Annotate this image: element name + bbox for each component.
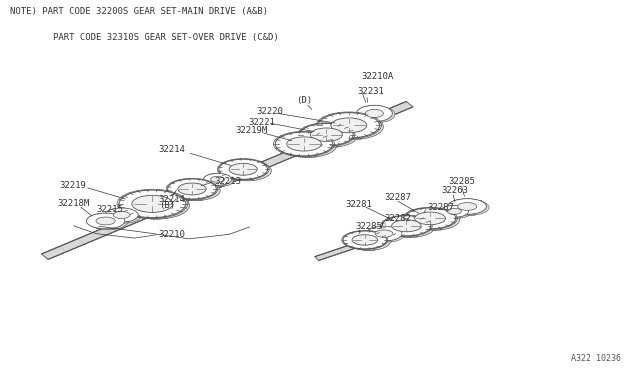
Ellipse shape (300, 124, 353, 146)
Polygon shape (382, 216, 418, 237)
Ellipse shape (366, 226, 402, 241)
Text: 32282: 32282 (384, 214, 411, 223)
Text: 32213: 32213 (214, 177, 241, 186)
Ellipse shape (415, 212, 445, 225)
Text: 32210A: 32210A (362, 72, 394, 81)
Ellipse shape (447, 208, 461, 214)
Text: 32214: 32214 (159, 145, 186, 154)
Ellipse shape (352, 235, 378, 245)
Ellipse shape (356, 105, 392, 122)
Ellipse shape (119, 190, 186, 218)
Polygon shape (219, 159, 255, 181)
Ellipse shape (113, 211, 130, 218)
Ellipse shape (287, 137, 321, 151)
Text: 32263: 32263 (442, 186, 468, 195)
Polygon shape (300, 124, 339, 147)
Ellipse shape (303, 125, 357, 147)
Ellipse shape (451, 200, 489, 215)
Polygon shape (204, 173, 225, 186)
Ellipse shape (347, 232, 390, 250)
Text: NOTE) PART CODE 32200S GEAR SET-MAIN DRIVE (A&B): NOTE) PART CODE 32200S GEAR SET-MAIN DRI… (10, 7, 268, 16)
Polygon shape (275, 132, 317, 157)
Ellipse shape (123, 192, 189, 219)
Text: 32231: 32231 (357, 87, 384, 96)
Text: 32285: 32285 (448, 177, 475, 186)
Text: PART CODE 32310S GEAR SET-OVER DRIVE (C&D): PART CODE 32310S GEAR SET-OVER DRIVE (C&… (10, 33, 278, 42)
Polygon shape (105, 208, 129, 223)
Ellipse shape (359, 106, 395, 123)
Polygon shape (366, 226, 392, 242)
Ellipse shape (382, 216, 431, 236)
Text: 32220: 32220 (256, 107, 283, 116)
Ellipse shape (275, 132, 333, 156)
Ellipse shape (322, 114, 383, 140)
Ellipse shape (105, 208, 138, 222)
Text: 32210: 32210 (159, 230, 186, 239)
Ellipse shape (204, 173, 232, 185)
Text: 32287: 32287 (384, 193, 411, 202)
Polygon shape (42, 102, 413, 259)
Ellipse shape (178, 183, 206, 195)
Ellipse shape (386, 217, 435, 237)
Ellipse shape (279, 134, 337, 157)
Ellipse shape (132, 195, 173, 212)
Text: 32219: 32219 (60, 182, 86, 190)
Ellipse shape (172, 180, 220, 201)
Ellipse shape (375, 230, 393, 237)
Ellipse shape (219, 159, 268, 179)
Ellipse shape (108, 209, 141, 223)
Ellipse shape (86, 213, 125, 229)
Polygon shape (168, 179, 204, 201)
Polygon shape (404, 208, 442, 230)
Ellipse shape (206, 174, 234, 186)
Polygon shape (119, 190, 166, 219)
Text: A322 10236: A322 10236 (571, 354, 621, 363)
Ellipse shape (404, 208, 456, 229)
Polygon shape (318, 113, 362, 140)
Text: 32218M: 32218M (58, 199, 90, 208)
Text: 32214: 32214 (159, 195, 186, 203)
Ellipse shape (331, 118, 367, 133)
Ellipse shape (310, 128, 342, 141)
Text: 32221: 32221 (248, 118, 275, 126)
Text: 32281: 32281 (346, 200, 372, 209)
Ellipse shape (448, 199, 486, 214)
Ellipse shape (443, 206, 471, 218)
Text: (D): (D) (296, 96, 312, 105)
Text: 32219M: 32219M (236, 126, 268, 135)
Polygon shape (356, 105, 383, 123)
Text: 32287: 32287 (428, 203, 454, 212)
Ellipse shape (89, 214, 127, 230)
Polygon shape (315, 201, 485, 260)
Ellipse shape (392, 220, 421, 232)
Ellipse shape (369, 227, 404, 242)
Ellipse shape (318, 113, 380, 138)
Polygon shape (343, 231, 376, 250)
Ellipse shape (168, 179, 216, 199)
Ellipse shape (408, 209, 460, 230)
Ellipse shape (343, 231, 387, 249)
Text: 32215: 32215 (96, 205, 123, 214)
Ellipse shape (96, 217, 115, 225)
Ellipse shape (211, 176, 225, 182)
Ellipse shape (223, 161, 271, 181)
Ellipse shape (229, 163, 257, 175)
Text: (B): (B) (159, 201, 175, 210)
Ellipse shape (458, 202, 477, 211)
Polygon shape (448, 199, 476, 215)
Polygon shape (86, 213, 114, 230)
Ellipse shape (440, 205, 468, 217)
Ellipse shape (365, 109, 383, 118)
Text: 32285: 32285 (355, 222, 382, 231)
Polygon shape (440, 205, 461, 218)
